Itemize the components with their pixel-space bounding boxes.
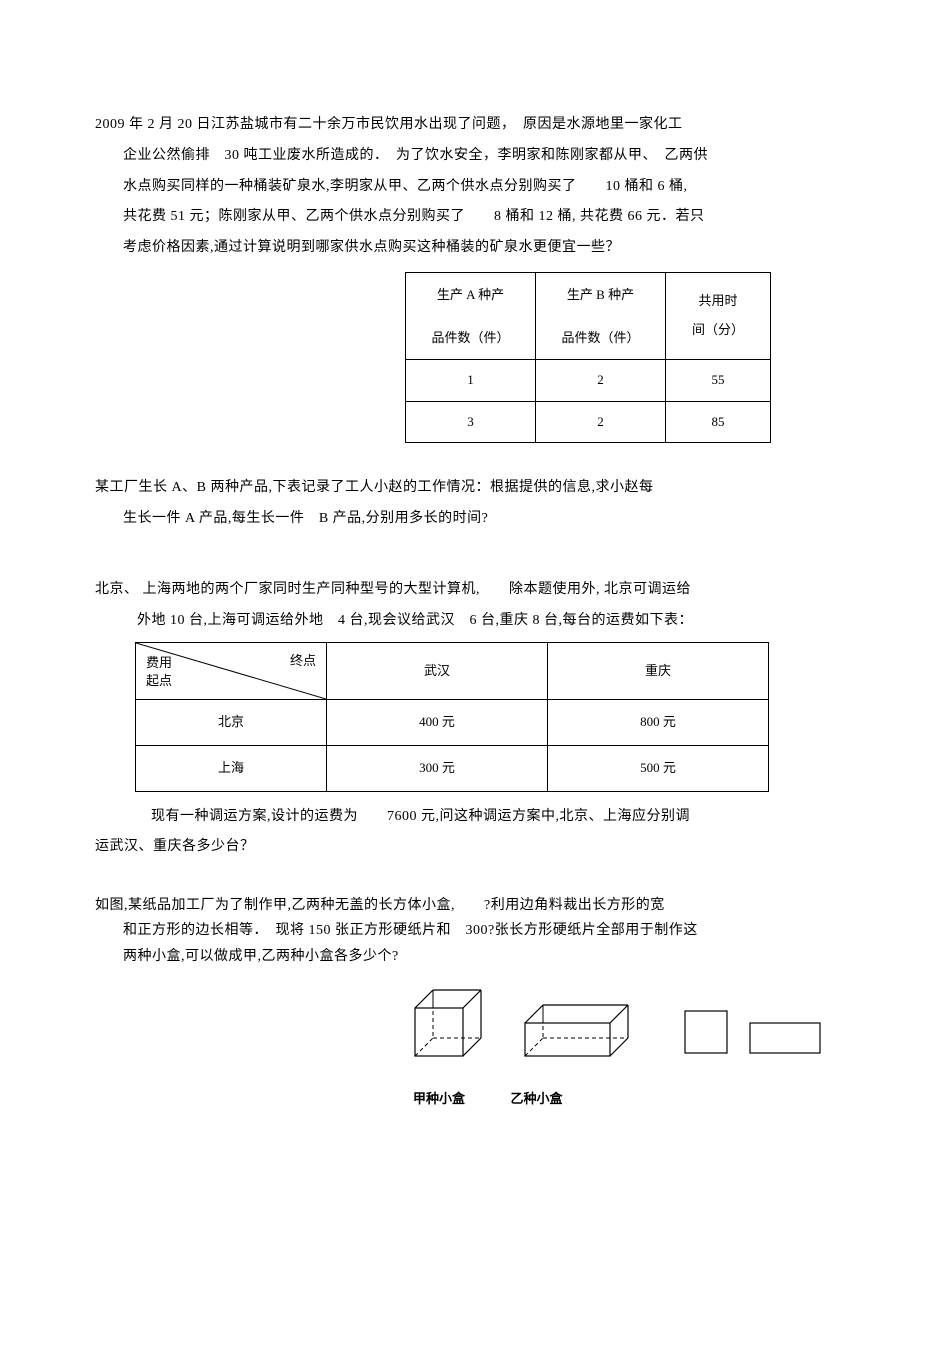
t1-r1c3: 55 (666, 360, 771, 402)
box-figure: 甲种小盒 乙种小盒 (395, 973, 855, 1116)
t1-head-b2: 品件数（件） (536, 318, 666, 359)
t2-row-beijing: 北京 (136, 700, 327, 746)
t1-r2c1: 3 (406, 401, 536, 443)
box-b-label: 乙种小盒 (511, 1085, 563, 1114)
t1-head-a: 生产 A 种产 (406, 272, 536, 318)
problem-1: 2009 年 2 月 20 日江苏盐城市有二十余万市民饮用水出现了问题， 原因是… (95, 110, 855, 264)
p4-line1: 现有一种调运方案,设计的运费为 7600 元,问这种调运方案中,北京、上海应分别… (95, 802, 690, 833)
t2-sh-cq: 500 元 (548, 746, 769, 792)
t1-head-time-top: 共用时 (698, 293, 737, 308)
box-a-icon (415, 990, 481, 1056)
t1-r2c3: 85 (666, 401, 771, 443)
shipping-table: 费用 终点 起点 武汉 重庆 北京 400 元 800 元 上海 300 元 5… (135, 642, 769, 791)
p1-line3: 水点购买同样的一种桶装矿泉水,李明家从甲、乙两个供水点分别购买了 10 桶和 6… (95, 172, 688, 203)
t2-bj-cq: 800 元 (548, 700, 769, 746)
box-a-label: 甲种小盒 (413, 1085, 465, 1114)
p3-line1: 北京、 上海两地的两个厂家同时生产同种型号的大型计算机, 除本题使用外, 北京可… (95, 582, 691, 597)
problem-2: 某工厂生长 A、B 两种产品,下表记录了工人小赵的工作情况：根据提供的信息,求小… (95, 473, 855, 535)
box-b-icon (525, 1005, 628, 1056)
p2-line1: 某工厂生长 A、B 两种产品,下表记录了工人小赵的工作情况：根据提供的信息,求小… (95, 480, 653, 495)
p4-line2: 运武汉、重庆各多少台？ (95, 839, 255, 854)
square-piece-icon (685, 1011, 727, 1053)
t1-r1c2: 2 (536, 360, 666, 402)
p2-line2: 生长一件 A 产品,每生长一件 B 产品,分别用多长的时间? (95, 504, 488, 535)
problem-4: 如图,某纸品加工厂为了制作甲,乙两种无盖的长方体小盒, ?利用边角料裁出长方形的… (95, 893, 855, 969)
p3-line2: 外地 10 台,上海可调运给外地 4 台,现会议给武汉 6 台,重庆 8 台,每… (95, 606, 693, 637)
t1-r1c1: 1 (406, 360, 536, 402)
t2-sh-wh: 300 元 (327, 746, 548, 792)
p1-line5: 考虑价格因素,通过计算说明到哪家供水点购买这种桶装的矿泉水更便宜一些？ (95, 233, 620, 264)
rect-piece-icon (750, 1023, 820, 1053)
p5-line1: 如图,某纸品加工厂为了制作甲,乙两种无盖的长方体小盒, ?利用边角料裁出长方形的… (95, 898, 665, 913)
t1-r2c2: 2 (536, 401, 666, 443)
p5-line2: 和正方形的边长相等． 现将 150 张正方形硬纸片和 300?张长方形硬纸片全部… (95, 918, 698, 943)
p5-line3: 两种小盒,可以做成甲,乙两种小盒各多少个? (95, 944, 399, 969)
t2-col-chongqing: 重庆 (548, 643, 769, 700)
t1-head-time-bot: 间（分） (692, 322, 744, 337)
t1-head-a2: 品件数（件） (406, 318, 536, 359)
t2-diag-end: 终点 (290, 647, 316, 676)
p1-line2: 企业公然偷排 30 吨工业废水所造成的． 为了饮水安全，李明家和陈刚家都从甲、 … (95, 141, 708, 172)
t1-head-time: 共用时 间（分） (666, 272, 771, 359)
t2-diag-start: 起点 (146, 667, 172, 696)
t1-head-b: 生产 B 种产 (536, 272, 666, 318)
production-table: 生产 A 种产 生产 B 种产 共用时 间（分） 品件数（件） 品件数（件） 1… (405, 272, 771, 443)
p1-line1: 2009 年 2 月 20 日江苏盐城市有二十余万市民饮用水出现了问题， 原因是… (95, 117, 683, 132)
t2-row-shanghai: 上海 (136, 746, 327, 792)
t2-diag-cell: 费用 终点 起点 (136, 643, 327, 700)
p1-line4: 共花费 51 元；陈刚家从甲、乙两个供水点分别购买了 8 桶和 12 桶, 共花… (95, 202, 705, 233)
t2-col-wuhan: 武汉 (327, 643, 548, 700)
t2-bj-wh: 400 元 (327, 700, 548, 746)
problem-3-intro: 北京、 上海两地的两个厂家同时生产同种型号的大型计算机, 除本题使用外, 北京可… (95, 575, 855, 637)
problem-3-question: 现有一种调运方案,设计的运费为 7600 元,问这种调运方案中,北京、上海应分别… (95, 802, 855, 864)
box-figure-svg (395, 973, 835, 1093)
